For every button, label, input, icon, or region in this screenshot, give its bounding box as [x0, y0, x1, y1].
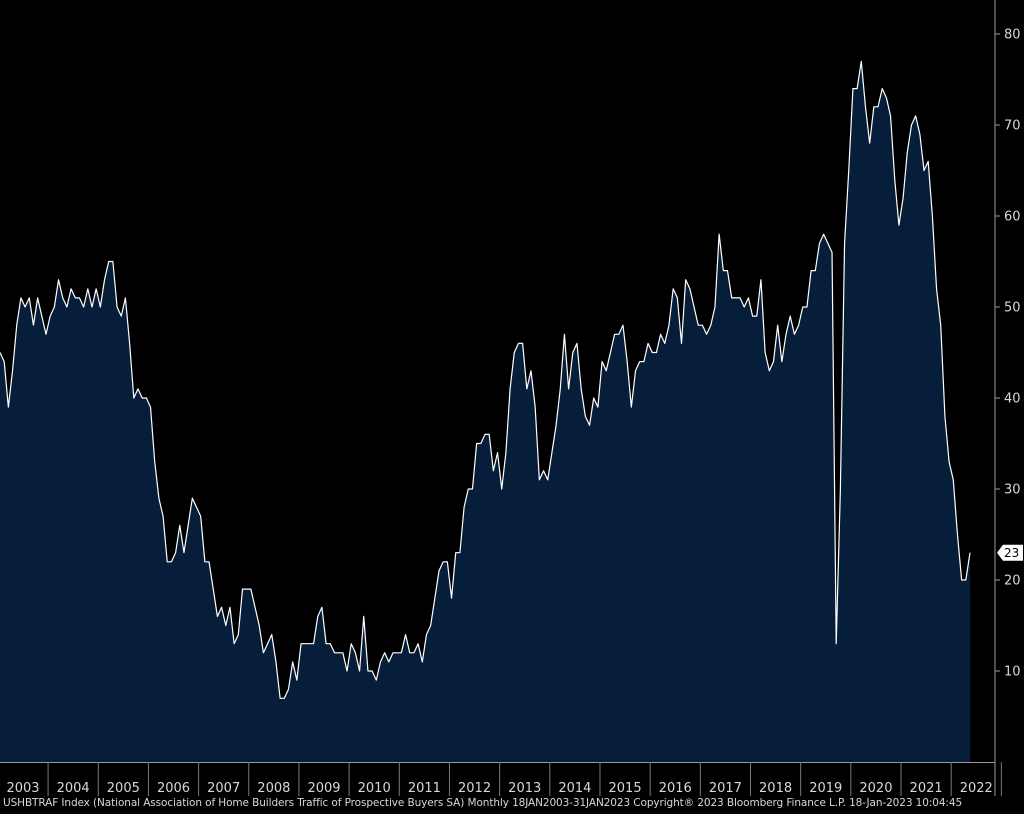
y-tick-label: 50: [1004, 301, 1021, 316]
x-tick-label: 2008: [257, 781, 290, 796]
chart-source-footer: USHBTRAF Index (National Association of …: [3, 797, 963, 809]
y-tick-label: 20: [1004, 574, 1021, 589]
plot-area: [0, 60, 971, 763]
x-tick-label: 2003: [6, 781, 39, 796]
x-tick-label: 2009: [307, 781, 340, 796]
x-tick-label: 2018: [759, 781, 792, 796]
x-tick-label: 2015: [609, 781, 642, 796]
x-tick-label: 2010: [358, 781, 391, 796]
x-tick-label: 2014: [558, 781, 591, 796]
x-tick-label: 2007: [207, 781, 240, 796]
last-value-label: 23: [1004, 546, 1019, 560]
y-tick-label: 60: [1004, 210, 1021, 225]
y-tick-label: 10: [1004, 665, 1021, 680]
x-tick-label: 2016: [659, 781, 692, 796]
x-tick-label: 2004: [57, 781, 90, 796]
y-tick-label: 80: [1004, 28, 1021, 43]
y-tick-label: 30: [1004, 483, 1021, 498]
series-area-fill: [0, 61, 970, 763]
x-tick-label: 2022: [960, 781, 993, 796]
x-tick-label: 2012: [458, 781, 491, 796]
x-tick-label: 2017: [709, 781, 742, 796]
y-tick-label: 40: [1004, 392, 1021, 407]
y-tick-label: 70: [1004, 119, 1021, 134]
last-value-tag-bg: [997, 544, 1023, 561]
last-value-tag: 23: [997, 544, 1023, 561]
series-line: [0, 60, 971, 699]
x-tick-label: 2021: [910, 781, 943, 796]
y-axis: 10 20 30 40 50 60 70 80: [995, 28, 1021, 680]
x-tick-label: 2019: [809, 781, 842, 796]
x-axis: 2003 2004 2005 2006 2007 2008 2009 2010 2011 2012…: [6, 762, 1002, 796]
x-tick-label: 2013: [508, 781, 541, 796]
x-tick-label: 2005: [107, 781, 140, 796]
x-tick-label: 2020: [859, 781, 892, 796]
x-tick-label: 2006: [157, 781, 190, 796]
x-tick-label: 2011: [408, 781, 441, 796]
